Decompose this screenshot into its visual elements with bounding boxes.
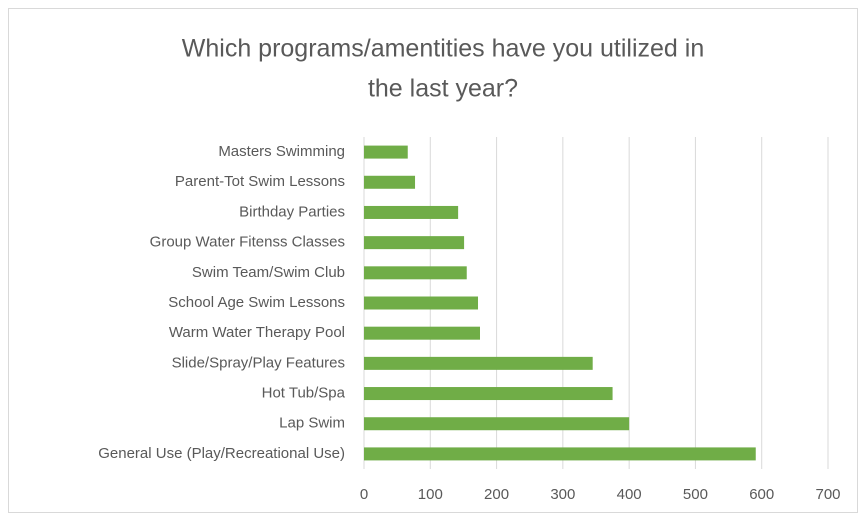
y-tick-label: Masters Swimming <box>218 143 345 160</box>
bar <box>364 387 613 401</box>
y-tick-label: Swim Team/Swim Club <box>192 264 345 281</box>
y-tick-label: Group Water Fitenss Classes <box>150 234 345 251</box>
x-tick-label: 0 <box>360 486 368 503</box>
bar <box>364 236 465 250</box>
bar <box>364 447 756 461</box>
bar <box>364 296 479 310</box>
y-tick-label: Birthday Parties <box>239 203 345 220</box>
bar <box>364 205 459 219</box>
y-tick-label: School Age Swim Lessons <box>168 294 345 311</box>
y-tick-label: General Use (Play/Recreational Use) <box>98 445 345 462</box>
x-tick-label: 200 <box>484 486 509 503</box>
y-tick-label: Parent-Tot Swim Lessons <box>175 173 345 190</box>
chart-title: the last year? <box>368 75 518 103</box>
y-tick-label: Slide/Spray/Play Features <box>172 354 345 371</box>
x-tick-label: 600 <box>749 486 774 503</box>
bar <box>364 356 593 370</box>
bar <box>364 417 630 431</box>
bar <box>364 266 467 280</box>
bar <box>364 326 480 340</box>
y-tick-label: Lap Swim <box>279 415 345 432</box>
bar <box>364 175 416 189</box>
x-tick-label: 400 <box>617 486 642 503</box>
bar <box>364 145 408 159</box>
x-tick-label: 300 <box>550 486 575 503</box>
chart-title: Which programs/amentities have you utili… <box>182 35 704 63</box>
y-tick-label: Hot Tub/Spa <box>262 385 346 402</box>
x-tick-label: 700 <box>815 486 840 503</box>
x-tick-label: 100 <box>418 486 443 503</box>
x-tick-label: 500 <box>683 486 708 503</box>
y-tick-label: Warm Water Therapy Pool <box>169 324 345 341</box>
